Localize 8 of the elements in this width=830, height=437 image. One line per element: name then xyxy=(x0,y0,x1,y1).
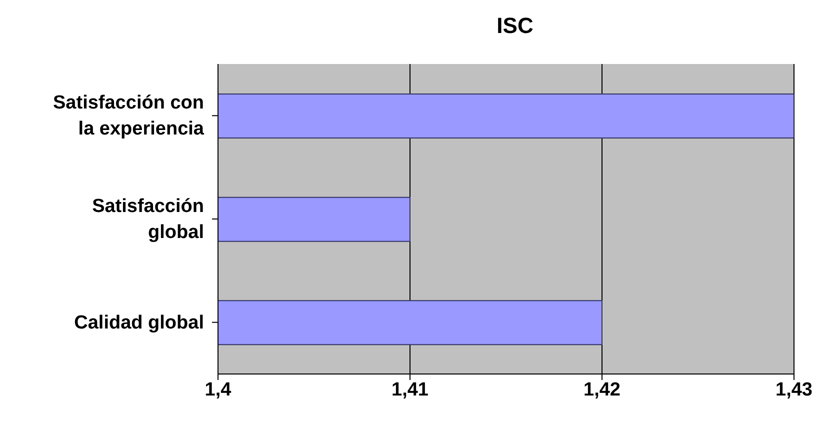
x-tick-label: 1,41 xyxy=(392,379,429,400)
y-tick-label: Calidad global xyxy=(74,312,204,333)
y-tick-label: Satisfacción global xyxy=(92,196,204,242)
x-tick-label: 1,42 xyxy=(584,379,620,400)
x-tick-label: 1,4 xyxy=(204,379,232,400)
chart-title: ISC xyxy=(496,12,534,40)
y-tick-label: Satisfacción con la experiencia xyxy=(53,92,204,140)
x-tick-label: 1,43 xyxy=(776,379,812,400)
